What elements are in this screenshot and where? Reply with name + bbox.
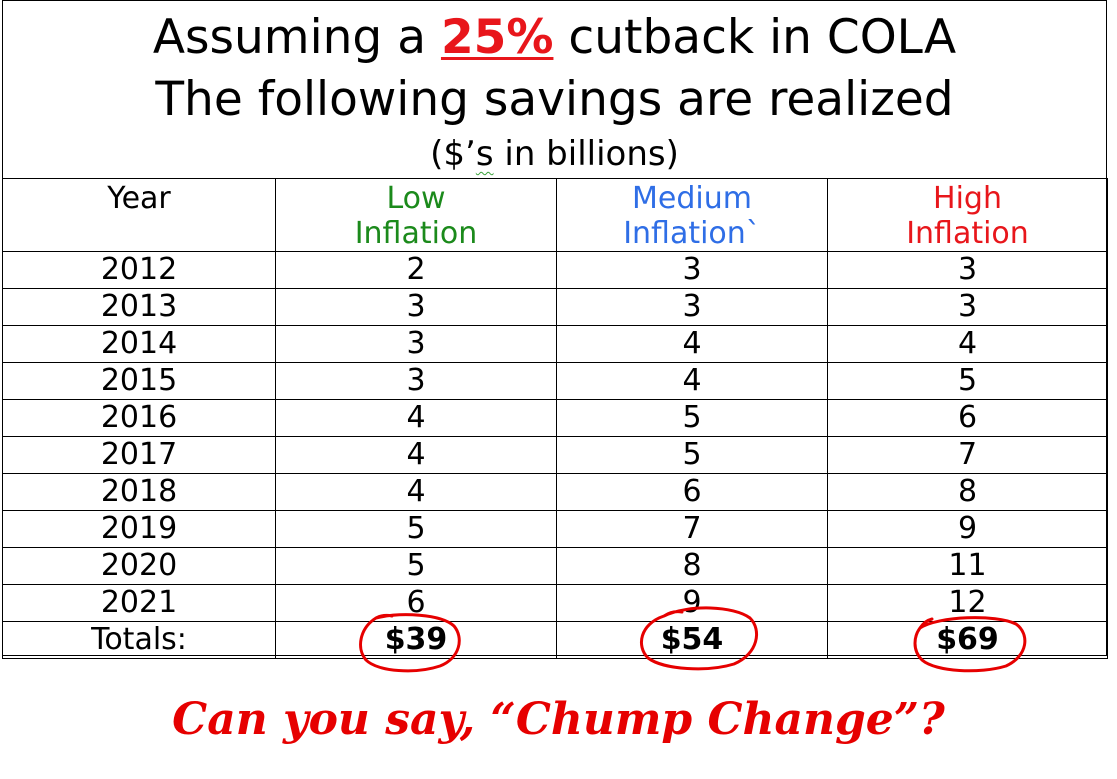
cell-year: 2021 <box>2 584 276 622</box>
cell-high: 9 <box>827 510 1108 548</box>
title-line-2: The following savings are realized <box>155 72 954 127</box>
cell-year: 2013 <box>2 288 276 326</box>
cell-year: 2017 <box>2 436 276 474</box>
cell-medium: 3 <box>556 251 828 289</box>
header-high-inflation: High Inflation <box>827 178 1108 252</box>
cell-low: 2 <box>275 251 557 289</box>
cell-medium: 5 <box>556 436 828 474</box>
cell-medium: 4 <box>556 362 828 400</box>
table-row: 2018 4 6 8 <box>2 473 1108 511</box>
total-low: $39 <box>384 622 448 657</box>
total-high: $69 <box>936 622 999 657</box>
cell-low: 5 <box>275 510 557 548</box>
cell-low: 4 <box>275 473 557 511</box>
cell-low: 3 <box>275 325 557 363</box>
savings-table: Year Low Inflation Medium Inflation` Hig… <box>2 178 1108 659</box>
cell-high: 12 <box>827 584 1108 622</box>
cell-medium: 9 <box>556 584 828 622</box>
cell-high: 11 <box>827 547 1108 585</box>
table-row: 2017 4 5 7 <box>2 436 1108 474</box>
table-row: 2021 6 9 12 <box>2 584 1108 622</box>
cell-medium: 8 <box>556 547 828 585</box>
table-row: 2016 4 5 6 <box>2 399 1108 437</box>
cell-low: 3 <box>275 362 557 400</box>
total-medium: $54 <box>660 622 724 657</box>
total-low-cell: $39 <box>275 621 557 659</box>
cell-high: 4 <box>827 325 1108 363</box>
cell-high: 3 <box>827 288 1108 326</box>
slide-header: Assuming a 25% cutback in COLA The follo… <box>2 0 1107 178</box>
cell-high: 8 <box>827 473 1108 511</box>
table-row: 2013 3 3 3 <box>2 288 1108 326</box>
table-row: 2019 5 7 9 <box>2 510 1108 548</box>
table-header-row: Year Low Inflation Medium Inflation` Hig… <box>2 178 1108 252</box>
total-medium-cell: $54 <box>556 621 828 659</box>
cell-low: 3 <box>275 288 557 326</box>
spellcheck-squiggle: s <box>475 134 494 174</box>
cell-medium: 5 <box>556 399 828 437</box>
cell-medium: 4 <box>556 325 828 363</box>
cell-year: 2019 <box>2 510 276 548</box>
cell-high: 7 <box>827 436 1108 474</box>
cell-high: 5 <box>827 362 1108 400</box>
cell-year: 2014 <box>2 325 276 363</box>
header-medium-inflation: Medium Inflation` <box>556 178 828 252</box>
total-high-cell: $69 <box>827 621 1108 659</box>
table-row: 2012 2 3 3 <box>2 251 1108 289</box>
cell-medium: 7 <box>556 510 828 548</box>
cell-low: 5 <box>275 547 557 585</box>
header-year: Year <box>2 178 276 252</box>
cell-year: 2012 <box>2 251 276 289</box>
cell-high: 3 <box>827 251 1108 289</box>
title-line-1: Assuming a 25% cutback in COLA <box>152 10 957 65</box>
cutback-percentage: 25% <box>440 10 554 65</box>
cell-low: 6 <box>275 584 557 622</box>
totals-row: Totals: $39 $54 $69 <box>2 621 1108 659</box>
cell-low: 4 <box>275 436 557 474</box>
cell-high: 6 <box>827 399 1108 437</box>
totals-label: Totals: <box>2 621 276 659</box>
units-subtitle: ($’s in billions) <box>430 134 679 174</box>
table-row: 2014 3 4 4 <box>2 325 1108 363</box>
cell-year: 2016 <box>2 399 276 437</box>
tagline: Can you say, “Chump Change”? <box>172 694 945 745</box>
cell-year: 2018 <box>2 473 276 511</box>
table-row: 2015 3 4 5 <box>2 362 1108 400</box>
cell-year: 2015 <box>2 362 276 400</box>
header-low-inflation: Low Inflation <box>275 178 557 252</box>
cell-medium: 6 <box>556 473 828 511</box>
cell-low: 4 <box>275 399 557 437</box>
cell-year: 2020 <box>2 547 276 585</box>
cell-medium: 3 <box>556 288 828 326</box>
table-row: 2020 5 8 11 <box>2 547 1108 585</box>
